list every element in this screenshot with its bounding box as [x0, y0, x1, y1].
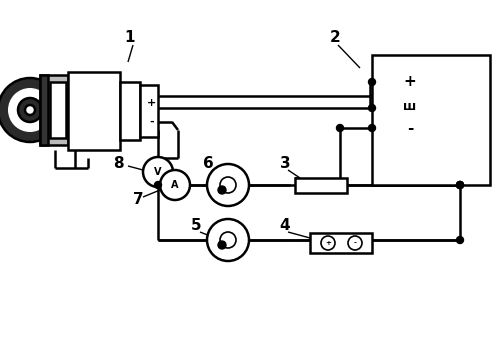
Text: 1: 1	[125, 30, 135, 46]
Circle shape	[207, 219, 249, 261]
Circle shape	[321, 236, 335, 250]
Bar	[50, 82, 66, 138]
Text: 8: 8	[113, 155, 123, 170]
Circle shape	[218, 241, 226, 249]
Text: V: V	[154, 167, 162, 177]
Circle shape	[18, 98, 42, 122]
Text: 6: 6	[203, 155, 213, 170]
Bar	[372, 55, 490, 185]
Bar	[40, 75, 68, 145]
Bar	[68, 72, 120, 150]
Bar	[120, 82, 140, 140]
Circle shape	[207, 164, 249, 206]
Text: -: -	[407, 121, 413, 136]
Circle shape	[457, 182, 464, 189]
Circle shape	[8, 88, 52, 132]
Text: -: -	[354, 240, 356, 246]
Circle shape	[337, 124, 344, 131]
Bar	[310, 233, 372, 253]
Circle shape	[368, 124, 375, 131]
Text: 7: 7	[133, 193, 143, 208]
Text: 3: 3	[280, 155, 290, 170]
Circle shape	[368, 78, 375, 86]
Text: +: +	[147, 98, 157, 108]
Circle shape	[160, 170, 190, 200]
Text: 4: 4	[280, 217, 290, 233]
Circle shape	[368, 104, 375, 112]
Circle shape	[348, 236, 362, 250]
Text: +: +	[325, 240, 331, 246]
Circle shape	[457, 182, 464, 189]
Bar	[40, 75, 48, 145]
Circle shape	[220, 177, 236, 193]
Circle shape	[143, 157, 173, 187]
Circle shape	[155, 182, 161, 189]
Text: 2: 2	[330, 30, 340, 46]
Bar	[295, 178, 347, 193]
Bar	[140, 85, 158, 137]
Circle shape	[220, 232, 236, 248]
Circle shape	[457, 237, 464, 243]
Circle shape	[0, 78, 62, 142]
Text: -: -	[150, 117, 154, 127]
Circle shape	[457, 182, 464, 189]
Text: 5: 5	[191, 217, 201, 233]
Text: ш: ш	[403, 100, 417, 114]
Circle shape	[25, 105, 35, 115]
Text: A: A	[171, 180, 179, 190]
Circle shape	[218, 186, 226, 194]
Text: +: +	[404, 74, 416, 90]
